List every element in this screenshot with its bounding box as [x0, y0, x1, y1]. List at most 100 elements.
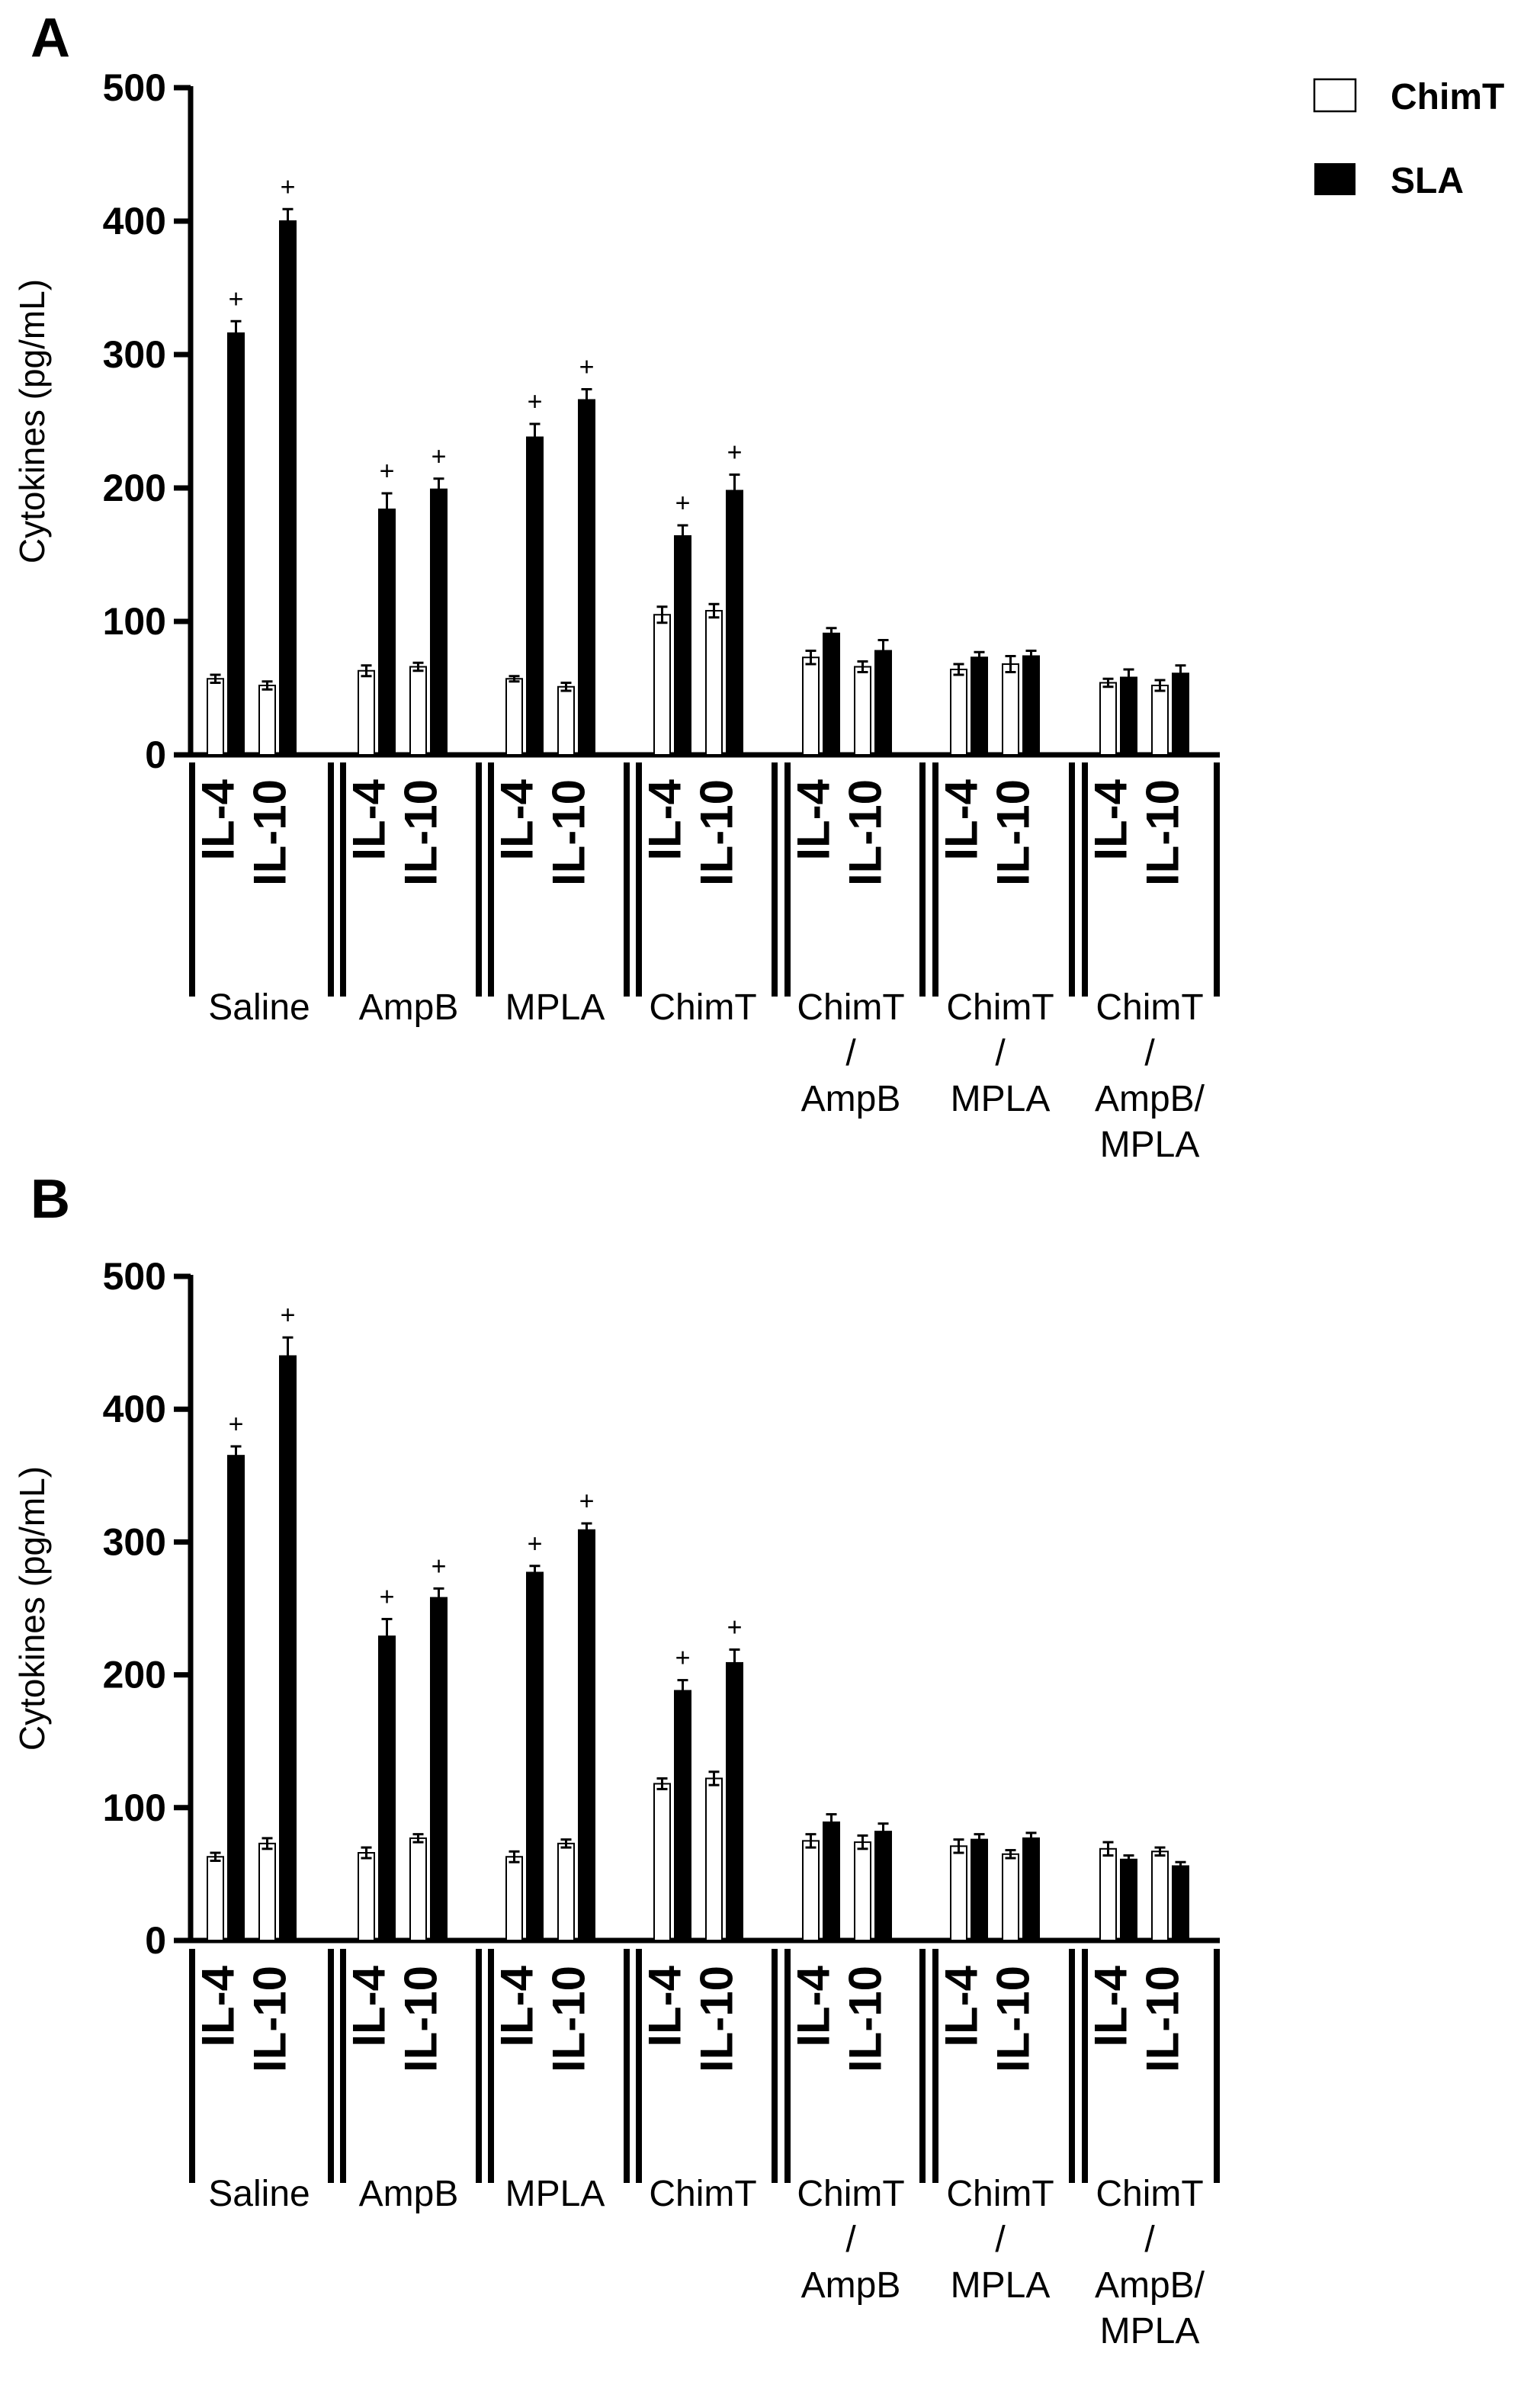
group-label: AmpB/ [1095, 1079, 1205, 1119]
group-label: Saline [208, 987, 310, 1028]
significance-marker: + [579, 1487, 595, 1516]
group-label: MPLA [505, 2174, 605, 2214]
bar-chimt [258, 1842, 276, 1941]
x-tick-label-il-10: IL-10 [396, 779, 447, 886]
bar-chimt [207, 1856, 224, 1941]
bar-sla [1120, 1858, 1137, 1942]
bar-chimt [505, 678, 523, 756]
y-tick-label: 500 [103, 1255, 166, 1298]
significance-marker: + [727, 1613, 743, 1642]
x-tick-label-il-10: IL-10 [988, 779, 1039, 886]
x-tick-label-il-4: IL-4 [640, 778, 691, 860]
group-label: ChimT [946, 2174, 1054, 2214]
x-tick-label-il-10: IL-10 [840, 779, 891, 886]
significance-marker: + [281, 172, 296, 201]
group-label: AmpB [801, 1079, 901, 1119]
group-label: / [845, 2220, 856, 2260]
y-tick-label: 0 [145, 733, 166, 776]
group-label: MPLA [505, 987, 605, 1028]
group-label: ChimT [649, 987, 756, 1028]
group-label: ChimT [1096, 2174, 1203, 2214]
bar-sla [971, 656, 988, 756]
bar-sla [1022, 655, 1040, 756]
bar-sla [1022, 1837, 1040, 1941]
legend-swatch-chimt [1313, 78, 1357, 113]
x-tick-label-il-10: IL-10 [840, 1966, 891, 2072]
bar-chimt [557, 1842, 575, 1941]
bar-sla [430, 1597, 448, 1941]
y-axis-title: Cytokines (pg/mL) [12, 279, 52, 563]
bar-sla [578, 1529, 595, 1942]
bar-sla [1172, 672, 1189, 756]
x-tick-label-il-10: IL-10 [1137, 779, 1189, 886]
group-label: ChimT [649, 2174, 756, 2214]
bar-chimt [705, 610, 723, 756]
bar-sla [726, 490, 743, 756]
x-tick-label-il-4: IL-4 [1086, 1965, 1137, 2046]
y-axis-title: Cytokines (pg/mL) [12, 1466, 52, 1751]
bar-sla [526, 436, 544, 756]
group-label: ChimT [797, 987, 904, 1028]
x-tick-label-il-10: IL-10 [691, 1966, 743, 2072]
bar-chimt [653, 1783, 671, 1942]
group-label: ChimT [1096, 987, 1203, 1028]
y-tick-label: 400 [103, 200, 166, 242]
significance-marker: + [675, 489, 691, 518]
x-tick-label-il-10: IL-10 [691, 779, 743, 886]
panel-letter: B [30, 1169, 70, 1230]
x-tick-label-il-4: IL-4 [788, 1965, 839, 2046]
bar-chimt [1151, 1851, 1169, 1941]
bar-chimt [653, 614, 671, 756]
group-label: / [995, 1033, 1006, 1074]
significance-marker: + [432, 442, 447, 471]
group-label: MPLA [951, 1079, 1051, 1119]
x-tick-label-il-10: IL-10 [1137, 1966, 1189, 2072]
bar-sla [1172, 1865, 1189, 1941]
x-tick-label-il-10: IL-10 [396, 1966, 447, 2072]
x-tick-label-il-10: IL-10 [245, 779, 296, 886]
y-tick-label: 300 [103, 333, 166, 376]
bar-chimt [409, 1837, 427, 1941]
group-label: MPLA [951, 2265, 1051, 2306]
x-tick-label-il-4: IL-4 [193, 1965, 244, 2046]
legend-swatch-sla [1314, 163, 1356, 195]
group-label: / [1144, 1033, 1155, 1074]
group-label: AmpB [359, 2174, 459, 2214]
x-tick-label-il-10: IL-10 [988, 1966, 1039, 2072]
bar-chimt [1002, 663, 1019, 756]
bar-sla [279, 220, 297, 756]
bar-chimt [1002, 1853, 1019, 1942]
x-tick-label-il-4: IL-4 [788, 778, 839, 860]
bar-chimt [1099, 682, 1117, 756]
bar-chimt [854, 666, 871, 756]
y-tick-label: 0 [145, 1919, 166, 1962]
x-tick-label-il-10: IL-10 [544, 1966, 595, 2072]
x-tick-label-il-4: IL-4 [936, 1965, 987, 2046]
bar-sla [378, 509, 396, 756]
bar-sla [874, 650, 892, 756]
bar-chimt [358, 669, 375, 756]
group-label: / [995, 2220, 1006, 2260]
bar-sla [726, 1661, 743, 1942]
bar-chimt [207, 678, 224, 756]
group-label: AmpB/ [1095, 2265, 1205, 2306]
significance-marker: + [432, 1552, 447, 1581]
group-label: MPLA [1100, 1125, 1200, 1165]
significance-marker: + [229, 284, 244, 313]
bar-chimt [258, 685, 276, 756]
significance-marker: + [528, 387, 543, 416]
bar-sla [378, 1635, 396, 1942]
bar-chimt [505, 1856, 523, 1941]
bar-sla [430, 488, 448, 756]
bar-chimt [802, 656, 820, 756]
bar-chimt [802, 1840, 820, 1942]
y-tick-label: 200 [103, 1654, 166, 1696]
bar-sla [227, 1455, 245, 1942]
bar-chimt [557, 685, 575, 756]
bar-sla [279, 1355, 297, 1941]
group-label: ChimT [946, 987, 1054, 1028]
group-label: / [845, 1033, 856, 1074]
group-label: ChimT [797, 2174, 904, 2214]
x-tick-label-il-10: IL-10 [245, 1966, 296, 2072]
